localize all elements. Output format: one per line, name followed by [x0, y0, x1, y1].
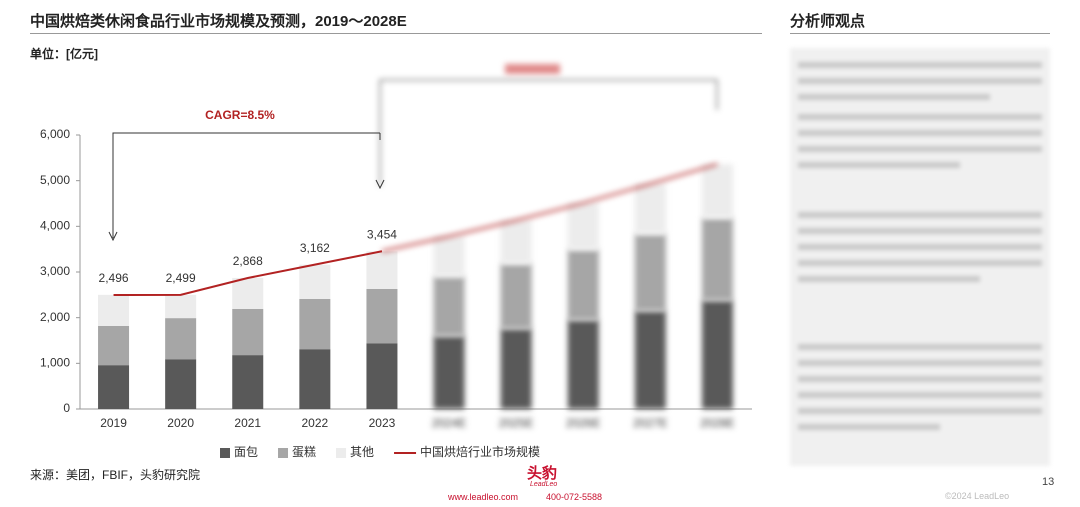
bar-segment: [299, 264, 331, 299]
cagr-bracket: [108, 79, 718, 242]
title: 中国烘焙类休闲食品行业市场规模及预测，2019～2028E: [30, 13, 407, 30]
line: [113, 250, 383, 297]
x-tick-label: 2028E: [700, 416, 735, 430]
bar-segment: [701, 218, 733, 301]
legend-swatch: [278, 448, 289, 458]
legend-label: 蛋糕: [292, 445, 316, 459]
blurred-text: [790, 48, 1050, 466]
bar-segment: [98, 365, 130, 409]
bar-segment: [366, 251, 398, 289]
bar-segment: [366, 288, 398, 344]
line: [381, 163, 718, 253]
chart: CAGR=8.5% 0 1,000 2,000 3,000 4,000 5,000 6,00…: [40, 64, 752, 459]
unit: 单位：[亿元]: [30, 47, 98, 61]
bar-segment: [165, 359, 197, 409]
arrow: [375, 179, 385, 190]
data-label: 2,496: [99, 271, 129, 285]
panel-title: 分析师观点: [790, 13, 866, 30]
bar-segment: [232, 277, 264, 309]
y-tick-label: 2,000: [40, 310, 70, 324]
legend-swatch: [336, 448, 347, 458]
phone: 400-072-5588: [546, 492, 603, 502]
bar-segment: [701, 164, 733, 219]
bar-segment: [433, 236, 465, 277]
bar-segment: [634, 234, 666, 311]
x-tick-label: 2022: [301, 416, 328, 430]
bar-segment: [165, 294, 197, 319]
bar-segment: [500, 220, 532, 264]
legend-swatch: [220, 448, 230, 458]
annotation: CAGR=8.5%: [205, 108, 275, 122]
bar-segment: [366, 343, 398, 409]
page-number: 13: [1042, 476, 1055, 488]
bar-segment: [299, 298, 331, 350]
bar-segment: [567, 203, 599, 250]
data-label: 2,868: [233, 254, 263, 268]
bar-segment: [433, 276, 465, 336]
y-tick-label: 6,000: [40, 127, 70, 141]
rule: [790, 33, 1050, 34]
bar-segment: [567, 249, 599, 320]
x-tick-label: 2020: [167, 416, 194, 430]
y-tick-label: 5,000: [40, 173, 70, 187]
bracket-line: [112, 132, 380, 238]
bar-segment: [567, 319, 599, 409]
bar-segment: [701, 300, 733, 409]
copyright: ©2024 LeadLeo: [945, 491, 1010, 501]
data-label: 2,499: [166, 271, 196, 285]
bar-segment: [98, 294, 130, 326]
bar-segment: [232, 308, 264, 356]
data-label: 3,162: [300, 241, 330, 255]
legend-label: 中国烘焙行业市场规模: [420, 444, 540, 459]
legend-label: 其他: [350, 445, 374, 459]
rule: [30, 33, 762, 34]
bar-segment: [500, 328, 532, 409]
y-tick-label: 4,000: [40, 219, 70, 233]
bar-segment: [433, 335, 465, 409]
x-tick-label: 2019: [100, 416, 127, 430]
bar-segment: [299, 349, 331, 409]
x-tick-label: 2025E: [499, 416, 534, 430]
data-label: 3,454: [367, 227, 397, 241]
source: 来源：美团，FBIF，头豹研究院: [30, 468, 200, 482]
x-tick-label: 2024E: [432, 416, 467, 430]
y-tick-label: 0: [63, 401, 70, 415]
bracket-line: [379, 79, 718, 186]
bar-segment: [165, 318, 197, 360]
x-tick-label: 2027E: [633, 416, 668, 430]
legend-label: 面包: [234, 445, 258, 459]
x-tick-label: 2021: [234, 416, 261, 430]
y-tick-label: 3,000: [40, 264, 70, 278]
bar-segment: [500, 263, 532, 329]
bar-segment: [634, 183, 666, 235]
x-tick-label: 2023: [369, 416, 396, 430]
bar-segment: [98, 325, 130, 366]
website: www.leadleo.com: [448, 492, 519, 502]
blurred-label: [505, 64, 560, 74]
brand-sub: LeadLeo: [530, 481, 558, 488]
bar-segment: [232, 355, 264, 409]
y-tick-label: 1,000: [40, 356, 70, 370]
bar-segment: [634, 310, 666, 409]
brand: 头豹: [527, 465, 558, 482]
arrow: [108, 231, 118, 242]
x-tick-label: 2026E: [566, 416, 601, 430]
